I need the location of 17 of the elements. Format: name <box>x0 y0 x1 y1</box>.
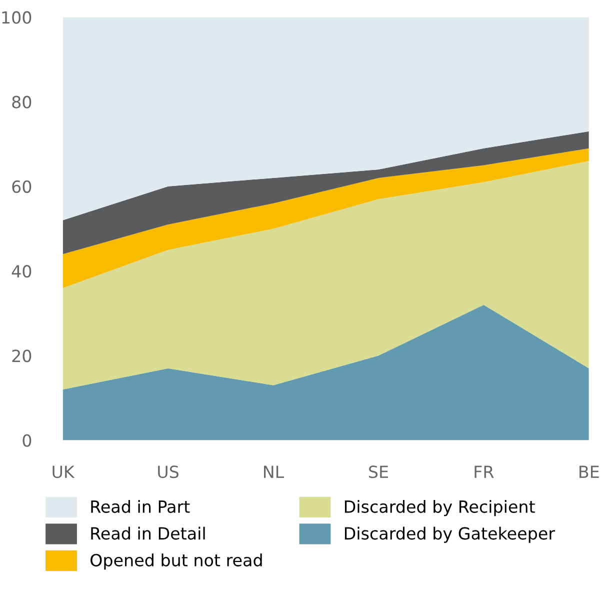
legend-label: Discarded by Gatekeeper <box>344 526 556 543</box>
y-tick-label: 80 <box>12 96 32 108</box>
y-tick-label: 60 <box>12 180 32 193</box>
x-tick-label: UK <box>52 466 75 478</box>
legend-label: Read in Detail <box>91 526 205 540</box>
x-tick-label: FR <box>474 466 494 478</box>
y-tick-label: 20 <box>12 350 32 362</box>
x-tick-label: SE <box>369 466 388 478</box>
y-tick-label: 0 <box>22 434 32 447</box>
x-tick-label: NL <box>264 466 284 478</box>
legend-label: Read in Part <box>91 500 190 513</box>
x-tick-label: US <box>158 466 178 478</box>
x-tick-label: BE <box>580 466 599 478</box>
legend-label: Opened but not read <box>90 554 262 570</box>
legend-label: Discarded by Recipient <box>344 500 535 516</box>
y-tick-label: 40 <box>12 264 32 278</box>
y-tick-label: 100 <box>2 11 32 24</box>
